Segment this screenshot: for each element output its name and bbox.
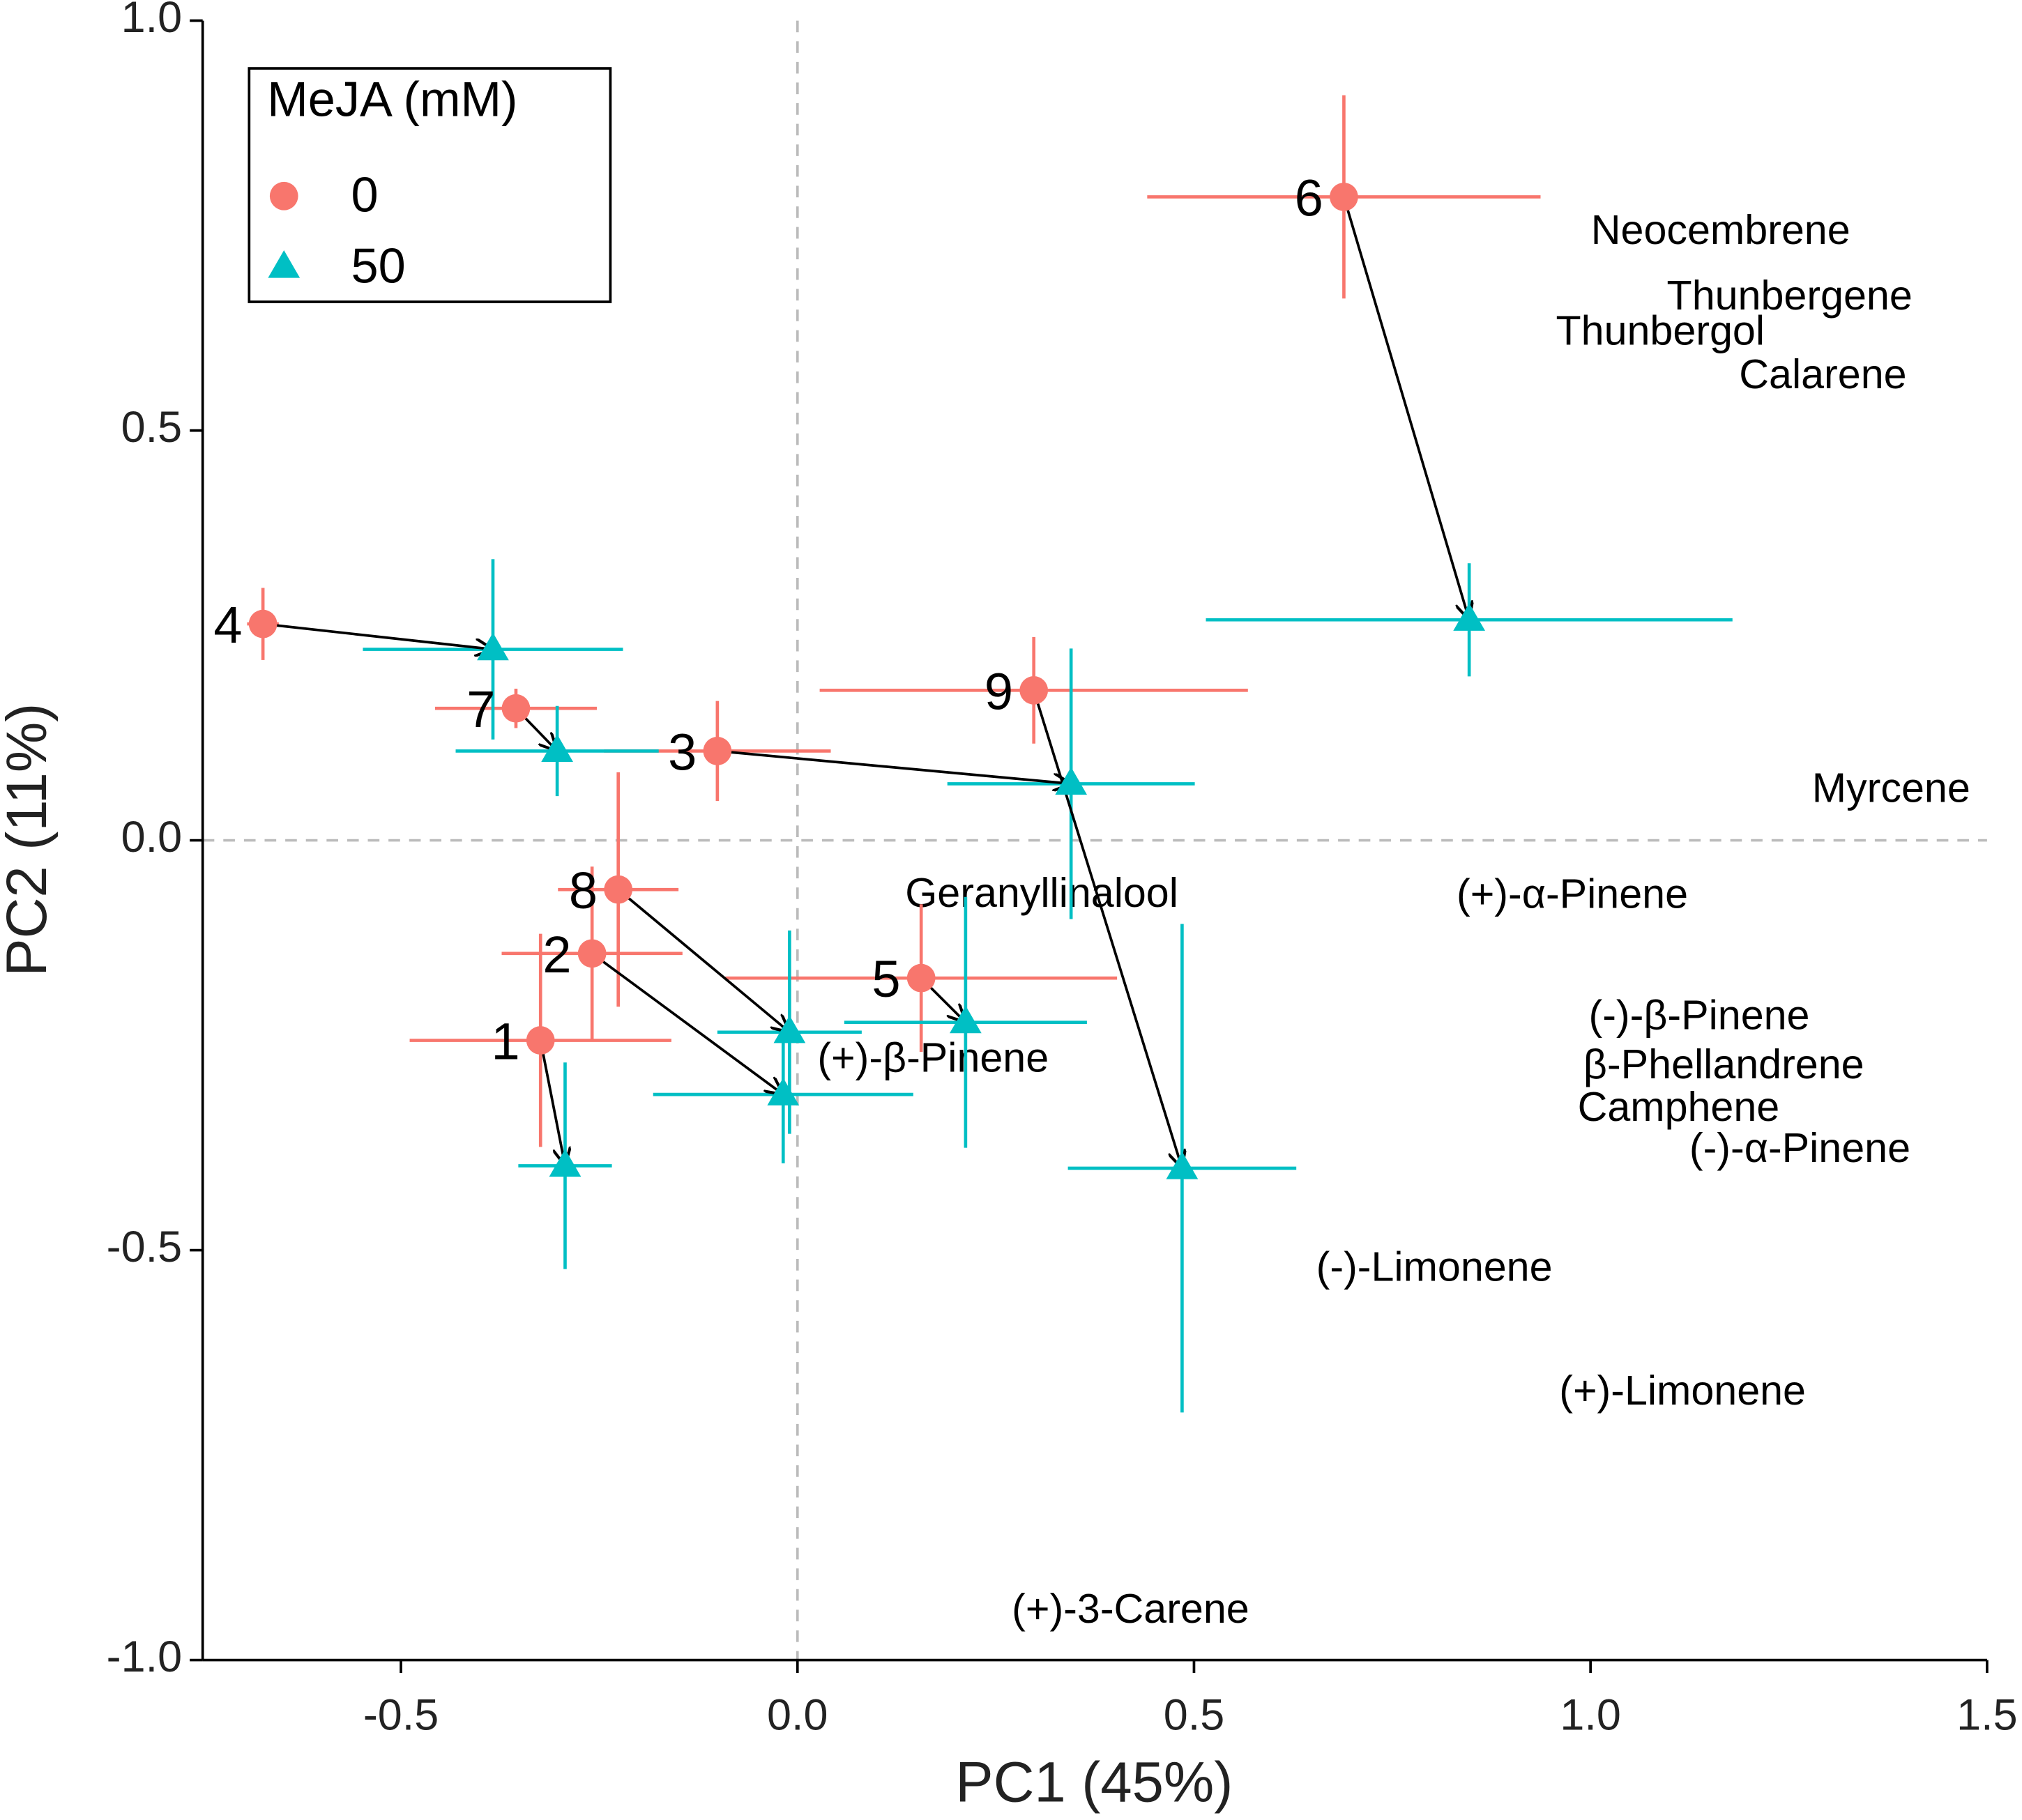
- point-label: 2: [542, 926, 571, 984]
- point: [549, 1149, 581, 1177]
- point-label: 6: [1295, 169, 1323, 227]
- point: [767, 1078, 800, 1106]
- point: [604, 875, 633, 904]
- loading-label: (-)-β-Pinene: [1588, 991, 1809, 1038]
- loading-label: β-Phellandrene: [1583, 1041, 1864, 1087]
- point-label: 8: [569, 862, 598, 919]
- loading-label: Camphene: [1578, 1083, 1780, 1130]
- arrow: [717, 749, 1071, 783]
- loading-label: (+)-3-Carene: [1012, 1585, 1249, 1632]
- loading-label: (+)-α-Pinene: [1457, 870, 1688, 917]
- legend: MeJA (mM) 0 50: [248, 67, 612, 303]
- legend-label: 50: [351, 238, 405, 293]
- loading-label: (+)-Limonene: [1559, 1367, 1806, 1414]
- point: [773, 1015, 806, 1043]
- point: [1019, 676, 1049, 705]
- loading-label: Thunbergene: [1667, 272, 1913, 319]
- loading-label: Geranyllinalool: [905, 869, 1178, 916]
- point-label: 1: [491, 1012, 519, 1070]
- x-tick-label: 1.0: [1560, 1690, 1620, 1739]
- y-tick-label: 0.0: [121, 813, 182, 862]
- arrow: [617, 888, 790, 1032]
- loading-label: (-)-α-Pinene: [1689, 1124, 1910, 1171]
- x-tick-label: 0.5: [1164, 1690, 1224, 1739]
- point: [703, 737, 732, 765]
- point: [541, 734, 573, 763]
- loading-label: Thunbergol: [1556, 307, 1765, 353]
- point: [950, 1005, 982, 1034]
- loading-label: Calarene: [1739, 351, 1906, 397]
- point: [501, 694, 531, 723]
- point-label: 4: [213, 596, 242, 654]
- arrow: [539, 1040, 565, 1166]
- y-tick-label: -1.0: [107, 1632, 182, 1681]
- arrow: [591, 952, 783, 1094]
- y-tick-label: -0.5: [107, 1223, 182, 1271]
- arrow: [1032, 689, 1183, 1168]
- loading-label: (+)-β-Pinene: [817, 1034, 1049, 1081]
- y-axis-title: PC2 (11%): [0, 703, 59, 977]
- legend-box: [248, 67, 612, 303]
- point-label: 3: [668, 723, 697, 781]
- point: [906, 963, 936, 993]
- point: [477, 632, 509, 661]
- point: [1453, 603, 1485, 631]
- point: [577, 939, 607, 968]
- legend-title: MeJA (mM): [267, 72, 517, 127]
- x-tick-label: -0.5: [363, 1690, 439, 1739]
- point: [248, 609, 278, 638]
- loading-label: Myrcene: [1812, 765, 1970, 811]
- point: [526, 1026, 555, 1055]
- x-tick-label: 0.0: [767, 1690, 828, 1739]
- y-tick-label: 0.5: [121, 403, 182, 452]
- loading-label: (-)-Limonene: [1316, 1243, 1553, 1290]
- point: [1330, 183, 1358, 211]
- point-label: 5: [872, 950, 900, 1008]
- point: [1055, 767, 1088, 795]
- legend-marker: [269, 181, 298, 211]
- point: [1166, 1151, 1199, 1179]
- x-axis-title: PC1 (45%): [955, 1750, 1233, 1814]
- loading-label: Neocembrene: [1591, 206, 1850, 253]
- arrow: [1342, 196, 1469, 620]
- arrow: [262, 622, 493, 649]
- plot-area: -0.5 0.0 0.5 1.0 1.5 -1.0 -0.5 0.0 0.5 1.0 Neocemb…: [107, 0, 2018, 1739]
- y-tick-label: 1.0: [121, 0, 182, 42]
- x-tick-label: 1.5: [1956, 1690, 2017, 1739]
- legend-marker: [268, 250, 301, 278]
- legend-label: 0: [351, 167, 378, 222]
- point-label: 7: [466, 680, 495, 738]
- point-label: 9: [985, 662, 1013, 720]
